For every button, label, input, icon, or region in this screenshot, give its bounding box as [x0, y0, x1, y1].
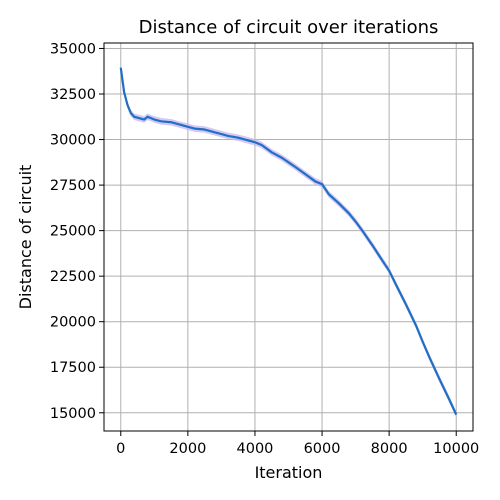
- chart-title: Distance of circuit over iterations: [139, 17, 439, 38]
- grid: [104, 43, 473, 431]
- y-tick-label: 27500: [50, 178, 96, 194]
- y-tick-label: 17500: [50, 360, 96, 376]
- y-tick-label: 35000: [50, 41, 96, 57]
- x-tick-label: 10000: [433, 441, 479, 457]
- y-tick-label: 20000: [50, 315, 96, 331]
- x-tick-label: 2000: [169, 441, 206, 457]
- y-axis-label: Distance of circuit: [16, 165, 35, 310]
- x-tick-label: 4000: [237, 441, 274, 457]
- y-tick-label: 15000: [50, 406, 96, 422]
- y-tick-label: 22500: [50, 269, 96, 285]
- x-tick-label: 8000: [371, 441, 408, 457]
- x-axis-label: Iteration: [255, 463, 323, 482]
- series-line: [119, 67, 458, 416]
- plot-frame: [103, 42, 474, 432]
- y-tick-label: 30000: [50, 133, 96, 149]
- y-tick-label: 32500: [50, 87, 96, 103]
- y-axis-ticks: 15000 17500 20000 22500 25000 27500 30000 32500…: [50, 41, 104, 422]
- x-axis-ticks: 0 2000 4000 6000 8000 10000: [116, 431, 479, 457]
- y-tick-label: 25000: [50, 224, 96, 240]
- x-tick-label: 0: [116, 441, 125, 457]
- x-tick-label: 6000: [304, 441, 341, 457]
